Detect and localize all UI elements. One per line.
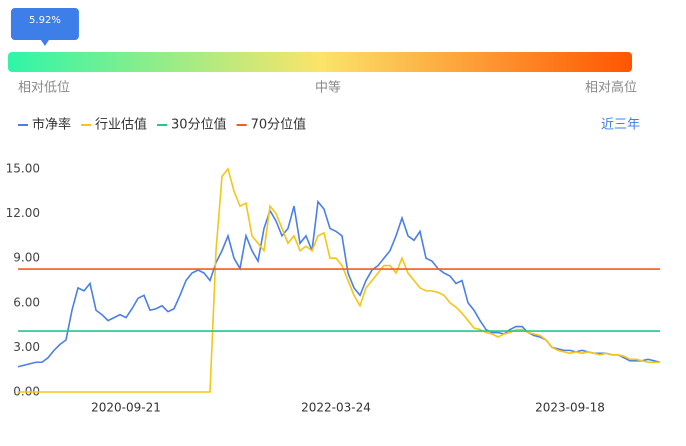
gradient-bar	[8, 52, 632, 72]
y-tick-label: 12.00	[6, 206, 40, 220]
legend-label: 行业估值	[95, 117, 147, 133]
legend-label: 70分位值	[251, 117, 307, 133]
y-tick-label: 9.00	[13, 251, 40, 265]
indicator-label: 5.92%	[29, 15, 61, 26]
x-tick-label: 2023-09-18	[535, 401, 605, 415]
series-line	[17, 199, 661, 368]
scale-mid: 中等	[315, 80, 341, 96]
y-tick-label: 15.00	[6, 161, 40, 175]
y-tick-label: 6.00	[13, 295, 40, 309]
legend-label: 30分位值	[171, 117, 227, 133]
scale-high: 相对高位	[585, 80, 637, 96]
range-button[interactable]: 近三年	[601, 118, 640, 133]
y-tick-label: 3.00	[13, 340, 40, 354]
indicator-bubble	[10, 8, 79, 46]
series-line	[18, 167, 660, 393]
scale-low: 相对低位	[18, 81, 70, 96]
x-tick-label: 2020-09-21	[91, 401, 161, 415]
legend-label: 市净率	[32, 117, 71, 133]
x-tick-label: 2022-03-24	[301, 401, 371, 415]
